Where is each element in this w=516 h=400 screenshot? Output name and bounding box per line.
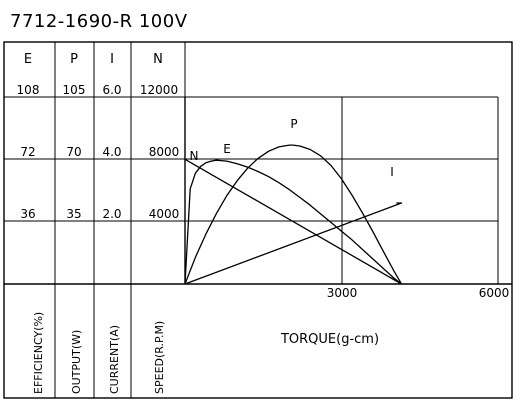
axis-names: EFFICIENCY(%) OUTPUT(W) CURRENT(A) SPEED… — [32, 312, 166, 394]
x-tick-3000: 3000 — [327, 286, 358, 300]
series-line-p — [184, 144, 403, 285]
tick-n-4000: 4000 — [149, 207, 180, 221]
tick-e-72: 72 — [20, 145, 35, 159]
tick-n-8000: 8000 — [149, 145, 180, 159]
chart-title: 7712-1690-R 100V — [10, 11, 188, 32]
axis-name-current: CURRENT(A) — [108, 325, 121, 394]
plot-grid — [4, 96, 499, 284]
series-line-i — [184, 202, 403, 285]
tick-p-35: 35 — [66, 207, 81, 221]
series-layer — [184, 144, 403, 285]
series-labels: N E P I — [190, 117, 394, 179]
tick-i-4: 4.0 — [102, 145, 121, 159]
outer-frame — [3, 41, 513, 399]
axis-name-efficiency: EFFICIENCY(%) — [32, 312, 45, 394]
axis-name-output: OUTPUT(W) — [70, 330, 83, 394]
header-p: P — [70, 52, 78, 67]
axis-name-speed: SPEED(R.P.M) — [153, 321, 166, 394]
tick-e-36: 36 — [20, 207, 35, 221]
x-axis-label: TORQUE(g-cm) — [280, 332, 379, 347]
series-label-e: E — [223, 142, 231, 156]
header-n: N — [153, 52, 163, 67]
tick-p-105: 105 — [63, 83, 86, 97]
series-label-i: I — [390, 165, 394, 179]
header-i: I — [110, 52, 114, 67]
x-tick-6000: 6000 — [479, 286, 510, 300]
tick-n-12000: 12000 — [140, 83, 178, 97]
series-label-p: P — [290, 117, 297, 131]
tick-p-70: 70 — [66, 145, 81, 159]
tick-i-2: 2.0 — [102, 207, 121, 221]
header-e: E — [24, 52, 32, 67]
series-line-e — [184, 159, 402, 285]
tick-e-108: 108 — [17, 83, 40, 97]
series-label-n: N — [190, 149, 199, 163]
series-line-n — [184, 158, 402, 285]
column-headers: E P I N — [24, 52, 163, 67]
tick-values: 108 105 6.0 12000 72 70 4.0 8000 36 35 2… — [17, 83, 180, 221]
tick-i-6: 6.0 — [102, 83, 121, 97]
